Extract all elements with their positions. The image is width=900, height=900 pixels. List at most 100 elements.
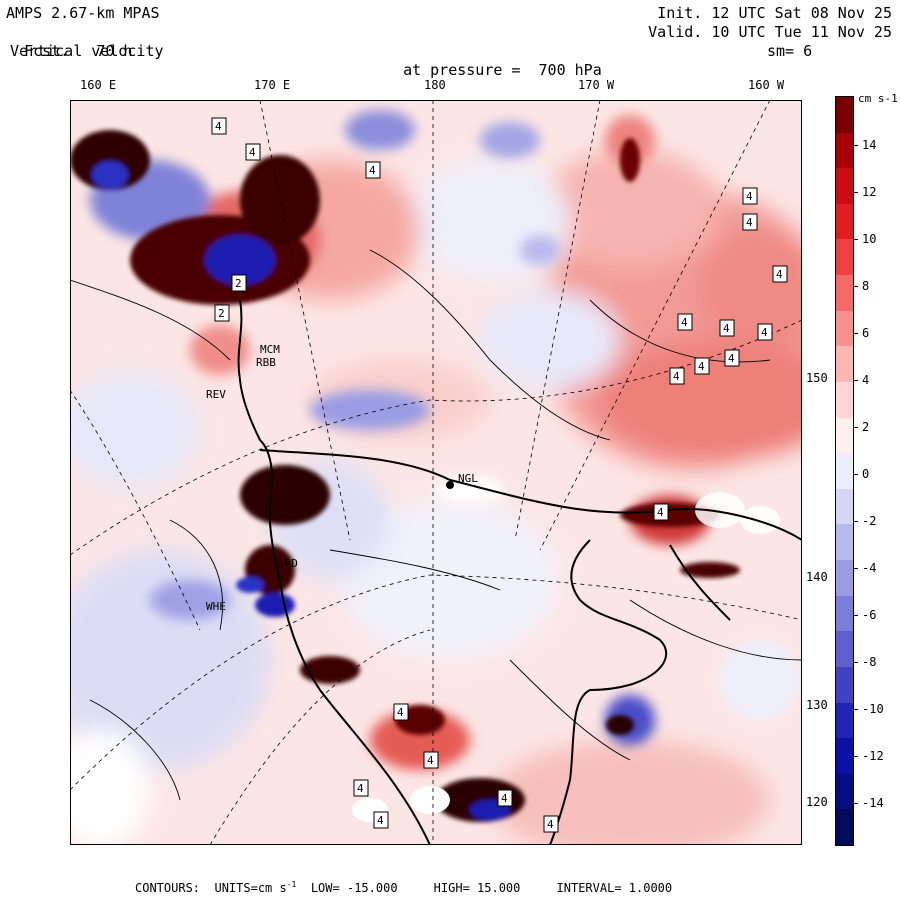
lon-label-170e: 170 E bbox=[254, 78, 291, 92]
colorbar-tick-label: -6 bbox=[862, 608, 877, 622]
svg-text:4: 4 bbox=[369, 164, 376, 177]
colorbar-segment bbox=[836, 168, 853, 205]
footer-units: UNITS=cm s bbox=[214, 881, 287, 895]
forecast-hour: 70 h bbox=[96, 42, 133, 60]
pressure-level: at pressure = 700 hPa bbox=[385, 42, 602, 80]
svg-text:4: 4 bbox=[249, 146, 256, 159]
lon-label-170w: 170 W bbox=[578, 78, 615, 92]
colorbar-tick-label: 6 bbox=[862, 326, 870, 340]
colorbar-tick-mark bbox=[853, 239, 858, 240]
colorbar-segment bbox=[836, 595, 853, 632]
contour-lines bbox=[70, 249, 802, 801]
contour-marker: 4 bbox=[669, 367, 685, 385]
colorbar-segment bbox=[836, 809, 853, 846]
svg-text:4: 4 bbox=[501, 792, 508, 805]
colorbar bbox=[835, 96, 854, 846]
colorbar-segment bbox=[836, 310, 853, 347]
station-whe: WHE bbox=[206, 600, 226, 613]
colorbar-tick-mark bbox=[853, 615, 858, 616]
contour-marker: 4 bbox=[365, 161, 381, 179]
colorbar-tick-label: 4 bbox=[862, 373, 870, 387]
footer-units-exponent: -1 bbox=[286, 880, 297, 889]
colorbar-tick-label: -14 bbox=[862, 796, 884, 810]
colorbar-tick-mark bbox=[853, 333, 858, 334]
svg-text:4: 4 bbox=[547, 818, 554, 831]
contour-marker: 4 bbox=[373, 811, 389, 829]
footer-high-label: HIGH= bbox=[433, 881, 470, 895]
colorbar-segment bbox=[836, 132, 853, 169]
contour-marker: 4 bbox=[543, 815, 559, 833]
svg-text:4: 4 bbox=[723, 322, 730, 335]
colorbar-tick-mark bbox=[853, 145, 858, 146]
station-rbb: RBB bbox=[256, 356, 276, 369]
forecast-label-text: Fcst. bbox=[24, 42, 70, 60]
colorbar-segment bbox=[836, 631, 853, 668]
colorbar-segment bbox=[836, 738, 853, 775]
contour-marker: 4 bbox=[653, 503, 669, 521]
footer-interval-value: 1.0000 bbox=[628, 881, 673, 895]
colorbar-tick-mark bbox=[853, 709, 858, 710]
colorbar-segment bbox=[836, 203, 853, 240]
colorbar-tick-mark bbox=[853, 662, 858, 663]
colorbar-segment bbox=[836, 560, 853, 597]
footer-low-value: -15.000 bbox=[346, 881, 398, 895]
contour-marker: 4 bbox=[211, 117, 227, 135]
contour-marker: 4 bbox=[423, 751, 439, 769]
white-masked-areas bbox=[352, 492, 780, 822]
contour-marker: 4 bbox=[677, 313, 693, 331]
contour-marker: 4 bbox=[757, 323, 773, 341]
svg-text:4: 4 bbox=[728, 352, 735, 365]
colorbar-tick-mark bbox=[853, 521, 858, 522]
station-dot-ngl bbox=[446, 481, 454, 489]
colorbar-tick-label: -2 bbox=[862, 514, 877, 528]
contour-marker: 4 bbox=[742, 213, 758, 231]
graticule bbox=[70, 100, 802, 845]
colorbar-tick-mark bbox=[853, 380, 858, 381]
colorbar-tick-label: 8 bbox=[862, 279, 870, 293]
contour-marker: 4 bbox=[719, 319, 735, 337]
lon-label-160w: 160 W bbox=[748, 78, 785, 92]
contour-marker: 4 bbox=[724, 349, 740, 367]
svg-text:4: 4 bbox=[746, 190, 753, 203]
contour-marker: 4 bbox=[353, 779, 369, 797]
contour-marker: 4 bbox=[245, 143, 261, 161]
colorbar-tick-label: 12 bbox=[862, 185, 877, 199]
pressure-label: at pressure = bbox=[403, 61, 521, 79]
svg-text:2: 2 bbox=[235, 277, 242, 290]
colorbar-tick-mark bbox=[853, 756, 858, 757]
init-time: Init. 12 UTC Sat 08 Nov 25 bbox=[657, 4, 892, 22]
map-frame bbox=[70, 100, 802, 845]
colorbar-segment bbox=[836, 275, 853, 312]
colorbar-segment bbox=[836, 381, 853, 419]
station-lrd: LRD bbox=[278, 557, 298, 570]
smoothing-label: sm= 6 bbox=[767, 42, 813, 60]
vertical-velocity-map: NGL MCM RBB REV LRD WHE 4 4 4 4 4 4 4 4 … bbox=[70, 100, 802, 845]
colorbar-tick-label: -4 bbox=[862, 561, 877, 575]
colorbar-tick-mark bbox=[853, 427, 858, 428]
contour-marker: 2 bbox=[231, 274, 247, 292]
contour-marker: 2 bbox=[214, 304, 230, 322]
colorbar-segment bbox=[836, 346, 853, 383]
colorbar-tick-label: 0 bbox=[862, 467, 870, 481]
svg-text:4: 4 bbox=[698, 360, 705, 373]
contour-marker: 4 bbox=[742, 187, 758, 205]
contours-footer: CONTOURS: UNITS=cm s-1 LOW= -15.000 HIGH… bbox=[135, 880, 672, 895]
station-ngl: NGL bbox=[458, 472, 478, 485]
pressure-value: 700 hPa bbox=[538, 61, 602, 79]
svg-text:4: 4 bbox=[215, 120, 222, 133]
coastline bbox=[237, 299, 802, 845]
svg-text:4: 4 bbox=[673, 370, 680, 383]
lon-label-160e: 160 E bbox=[80, 78, 117, 92]
svg-text:4: 4 bbox=[776, 268, 783, 281]
colorbar-segment bbox=[836, 488, 853, 525]
contour-marker: 4 bbox=[497, 789, 513, 807]
contour-markers: 4 4 4 4 4 4 4 4 4 4 4 4 2 2 4 4 4 4 4 4 … bbox=[211, 117, 788, 833]
valid-time: Valid. 10 UTC Tue 11 Nov 25 bbox=[648, 23, 892, 41]
colorbar-segment bbox=[836, 666, 853, 703]
lon-label-180: 180 bbox=[424, 78, 446, 92]
svg-text:2: 2 bbox=[218, 307, 225, 320]
colorbar-segment bbox=[836, 239, 853, 276]
footer-interval-label: INTERVAL= bbox=[556, 881, 622, 895]
svg-text:4: 4 bbox=[357, 782, 364, 795]
svg-text:4: 4 bbox=[427, 754, 434, 767]
